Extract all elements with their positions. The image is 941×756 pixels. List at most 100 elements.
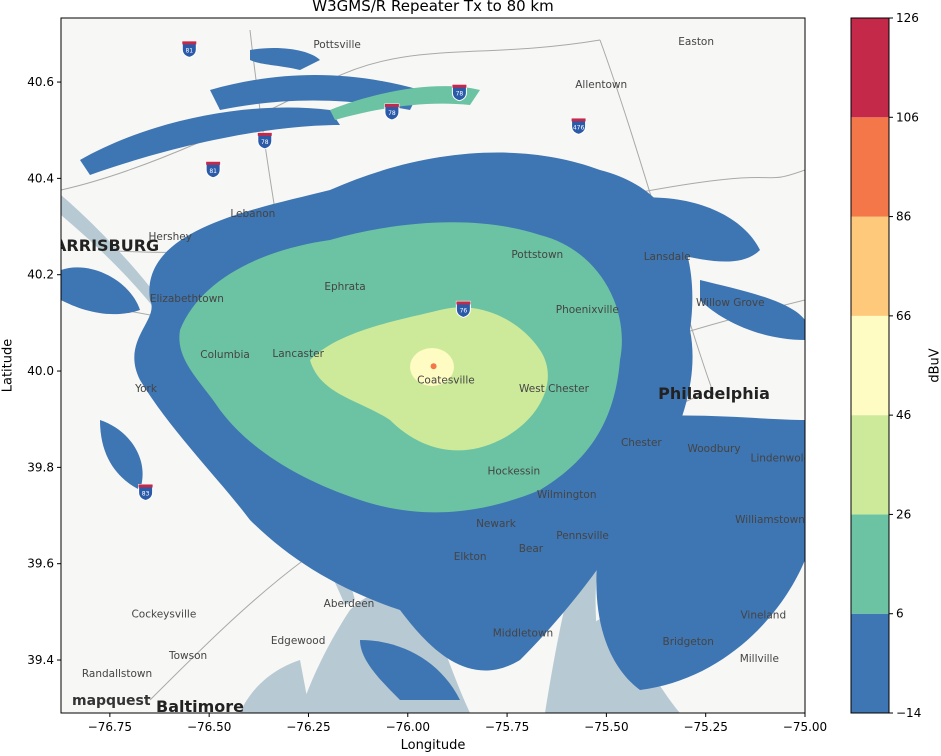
y-tick-label: 40.0: [27, 364, 54, 378]
coverage-layer: [61, 48, 805, 700]
transmitter-marker: [430, 363, 437, 370]
y-tick-label: 40.4: [27, 171, 54, 185]
shield-label: 81: [209, 168, 217, 175]
place-label: Elkton: [454, 551, 487, 563]
x-axis: −76.75 −76.50 −76.25 −76.00 −75.75 −75.50 −75.…: [88, 713, 827, 734]
place-label: West Chester: [519, 383, 590, 395]
colorbar-bin: [851, 216, 889, 316]
colorbar-bin: [851, 117, 889, 217]
y-tick-label: 40.6: [27, 75, 54, 89]
colorbar-tick-label: 106: [896, 110, 919, 124]
place-label: Phoenixville: [556, 304, 619, 316]
x-tick-label: −76.00: [386, 720, 430, 734]
place-label: Randallstown: [82, 668, 152, 680]
x-tick-label: −75.00: [783, 720, 827, 734]
colorbar-tick-label: 126: [896, 11, 919, 25]
place-label: Bridgeton: [662, 636, 713, 648]
colorbar-bin: [851, 415, 889, 515]
shield-label: 78: [261, 139, 269, 146]
place-label: Lindenwold: [750, 453, 810, 465]
x-tick-label: −75.50: [584, 720, 628, 734]
x-tick-label: −76.25: [286, 720, 330, 734]
colorbar-tick-label: 46: [896, 408, 911, 422]
colorbar-bin: [851, 613, 889, 713]
place-label: Millville: [740, 653, 779, 665]
place-label: Lancaster: [272, 348, 324, 360]
colorbar-tick-label: 6: [896, 607, 904, 621]
y-axis: 40.6 40.4 40.2 40.0 39.8 39.6 39.4: [27, 75, 61, 667]
place-label: Middletown: [493, 628, 553, 640]
y-tick-label: 39.8: [27, 460, 54, 474]
place-label: Hockessin: [487, 466, 540, 478]
susquehanna-river: [61, 195, 355, 605]
interstate-shield-icon: 81: [205, 161, 221, 179]
colorbar-tick-label: 26: [896, 507, 911, 521]
y-tick-label: 40.2: [27, 268, 54, 282]
place-label: Vineland: [740, 610, 786, 622]
colorbar-bin: [851, 18, 889, 118]
place-label: Aberdeen: [324, 598, 375, 610]
colorbar-tick-label: 66: [896, 309, 911, 323]
place-label: Newark: [476, 518, 517, 530]
place-labels: Pottsville EastonAllentownLebanonHersheyH…: [41, 36, 810, 716]
shield-label: 81: [185, 47, 193, 54]
place-label: Chester: [621, 437, 662, 449]
place-label: Elizabethtown: [150, 293, 224, 305]
x-tick-label: −76.75: [88, 720, 132, 734]
highway-shields: 81 81 78 78 78 476 76 83: [138, 40, 587, 501]
place-label: Ephrata: [324, 281, 365, 293]
place-label: Cockeysville: [131, 608, 196, 620]
place-label: York: [134, 383, 158, 395]
place-label: Columbia: [200, 349, 250, 361]
x-tick-label: −75.75: [485, 720, 529, 734]
colorbar-tick-label: −14: [896, 706, 921, 720]
interstate-shield-icon: 83: [138, 483, 154, 501]
place-label: Allentown: [575, 79, 627, 91]
shield-label: 83: [142, 490, 150, 497]
place-label: Bear: [519, 543, 544, 555]
place-label: Pottsville: [313, 39, 361, 51]
coverage-bin-6-26-north: [330, 86, 480, 120]
interstate-shield-icon: 78: [257, 132, 273, 150]
colorbar-bin: [851, 514, 889, 614]
x-tick-label: −76.50: [187, 720, 231, 734]
colorbar-label: dBuV: [927, 348, 941, 383]
place-label: Easton: [678, 36, 714, 48]
shield-label: 476: [573, 124, 585, 131]
place-label: Edgewood: [271, 635, 326, 647]
plot-frame: [60, 17, 806, 714]
place-label: Philadelphia: [658, 384, 770, 403]
interstate-shield-icon: 78: [384, 103, 400, 121]
colorbar-tick-label: 86: [896, 210, 911, 224]
place-label: Coatesville: [417, 375, 475, 387]
place-label: Towson: [168, 650, 207, 662]
place-label: Williamstown: [735, 514, 805, 526]
colorbar-bin: [851, 315, 889, 416]
place-label: HARRISBURG: [41, 236, 160, 255]
interstate-shield-icon: 81: [181, 40, 197, 58]
interstate-shield-icon: 78: [451, 84, 467, 102]
delaware-river: [545, 430, 655, 713]
y-tick-label: 39.4: [27, 653, 54, 667]
mapquest-logo: mapquest: [72, 693, 151, 709]
place-label: Willow Grove: [696, 297, 765, 309]
interstate-shield-icon: 76: [455, 300, 471, 318]
place-label: Hershey: [148, 231, 191, 243]
x-tick-label: −75.25: [683, 720, 727, 734]
place-label: Lansdale: [644, 251, 691, 263]
y-tick-label: 39.6: [27, 557, 54, 571]
place-label: Woodbury: [687, 443, 740, 455]
colorbar: 126 106 86 66 46 26 6 −14: [850, 11, 921, 720]
place-label: Baltimore: [156, 697, 244, 716]
shield-label: 76: [460, 307, 468, 314]
place-label: Lebanon: [230, 208, 275, 220]
x-axis-label: Longitude: [400, 738, 466, 753]
place-label: Pottstown: [511, 249, 563, 261]
shield-label: 78: [388, 110, 396, 117]
interstate-shield-icon: 476: [571, 117, 587, 135]
place-label: Pennsville: [556, 530, 609, 542]
shield-label: 78: [456, 91, 464, 98]
place-label: Wilmington: [537, 489, 597, 501]
